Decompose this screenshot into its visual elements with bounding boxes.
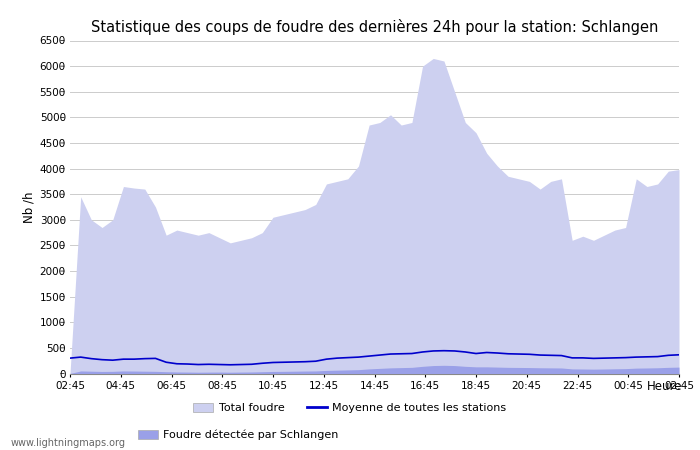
Legend: Foudre détectée par Schlangen: Foudre détectée par Schlangen <box>137 429 339 440</box>
Text: www.lightningmaps.org: www.lightningmaps.org <box>10 438 125 448</box>
Text: Heure: Heure <box>647 380 682 393</box>
Title: Statistique des coups de foudre des dernières 24h pour la station: Schlangen: Statistique des coups de foudre des dern… <box>91 19 658 35</box>
Legend: Total foudre, Moyenne de toutes les stations: Total foudre, Moyenne de toutes les stat… <box>193 402 507 413</box>
Y-axis label: Nb /h: Nb /h <box>22 191 36 223</box>
